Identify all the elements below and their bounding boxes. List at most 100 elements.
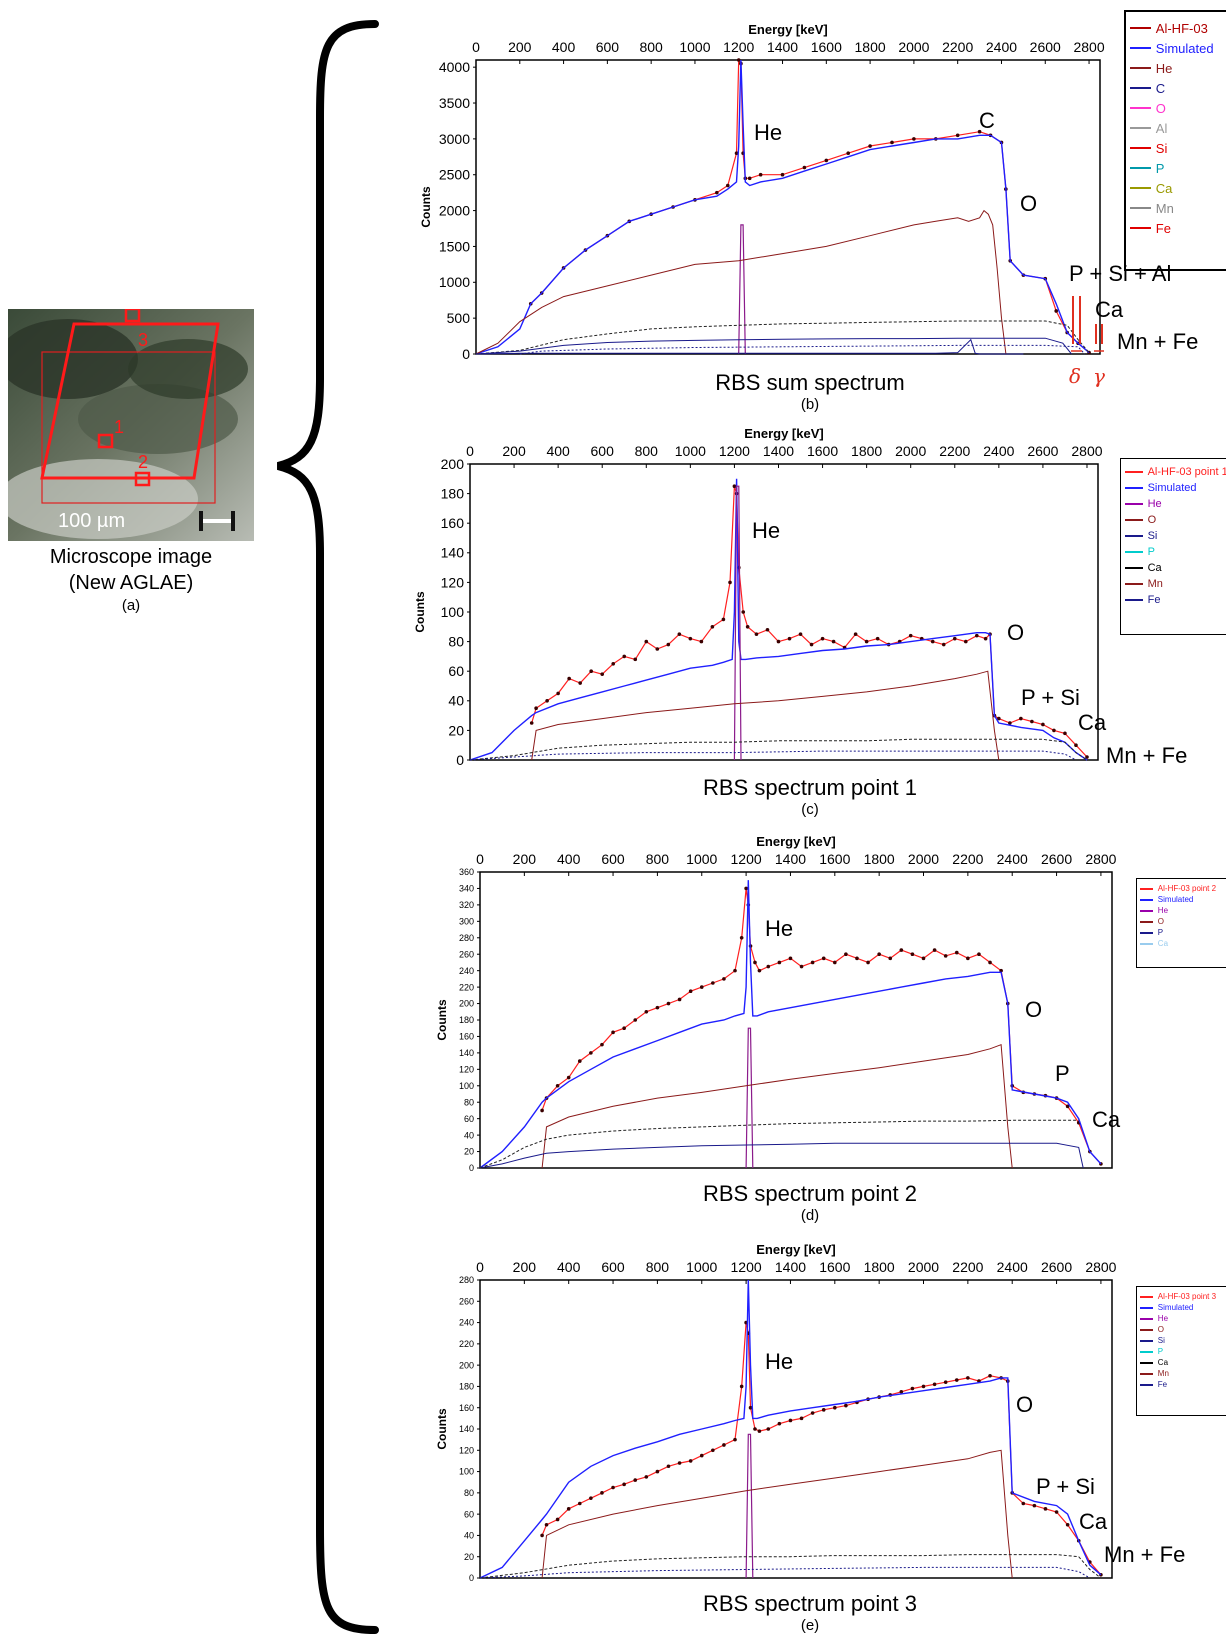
data-point bbox=[753, 960, 757, 965]
data-point bbox=[567, 676, 571, 681]
legend-swatch bbox=[1140, 1383, 1153, 1386]
x-tick-label: 1200 bbox=[723, 39, 754, 55]
x-tick-label: 2400 bbox=[986, 39, 1017, 55]
chart-panel-e: 0 200 400 600 800 1000 1200 1400 1600 1800 2000 220… bbox=[388, 1238, 1226, 1618]
data-point bbox=[644, 639, 649, 644]
x-tick-label: 2000 bbox=[898, 39, 929, 55]
data-point bbox=[963, 639, 968, 644]
data-point bbox=[589, 1496, 593, 1500]
x-tick-label: 2800 bbox=[1085, 851, 1116, 867]
x-tick-label: 1800 bbox=[864, 1259, 895, 1275]
analysis-parallelogram bbox=[40, 322, 220, 480]
y-tick-label: 160 bbox=[459, 1403, 474, 1413]
data-point bbox=[710, 625, 715, 629]
microscope-caption: Microscope image bbox=[49, 546, 213, 568]
legend-label: Mn bbox=[1155, 200, 1174, 216]
series-fe-line bbox=[469, 750, 1077, 761]
legend-item: Ca bbox=[1130, 178, 1226, 198]
x-tick-label: 400 bbox=[546, 443, 570, 459]
x-tick-label: 600 bbox=[591, 443, 615, 459]
marker-label-1: 1 bbox=[114, 417, 124, 437]
data-point bbox=[753, 1427, 757, 1431]
data-point bbox=[748, 1405, 753, 1410]
data-point bbox=[809, 642, 814, 647]
letter-e: (e) bbox=[800, 1617, 820, 1634]
data-point bbox=[744, 886, 748, 891]
y-tick-label: 100 bbox=[441, 604, 465, 620]
data-point bbox=[988, 1373, 992, 1378]
y-tick-label: 1500 bbox=[439, 238, 470, 254]
data-point bbox=[722, 977, 726, 981]
legend-item: Si bbox=[1125, 528, 1226, 544]
data-point bbox=[711, 1448, 715, 1453]
series-he-line bbox=[733, 485, 742, 761]
data-point bbox=[721, 617, 726, 622]
legend-label: He bbox=[1147, 498, 1162, 510]
data-point bbox=[1043, 1507, 1048, 1511]
plot-frame bbox=[475, 59, 1101, 355]
data-point bbox=[577, 1059, 582, 1063]
legend-item: Simulated bbox=[1140, 1302, 1226, 1313]
caption-d: RBS spectrum point 2 bbox=[703, 1181, 917, 1206]
legend-item: Simulated bbox=[1130, 38, 1226, 58]
legend-swatch bbox=[1125, 567, 1143, 569]
data-point bbox=[921, 1384, 926, 1389]
data-point bbox=[757, 1429, 762, 1433]
data-point bbox=[622, 654, 627, 659]
legend-swatch bbox=[1130, 107, 1151, 109]
data-point bbox=[589, 669, 593, 673]
data-point bbox=[734, 151, 739, 156]
legend-label: He bbox=[1157, 906, 1169, 915]
y-tick-label: 80 bbox=[464, 1488, 474, 1498]
y-tick-label: 40 bbox=[464, 1531, 474, 1541]
data-point bbox=[688, 636, 693, 641]
marker-label-3: 3 bbox=[138, 330, 148, 350]
legend-item: He bbox=[1140, 905, 1226, 916]
x-tick-label: 1400 bbox=[767, 39, 798, 55]
legend-swatch bbox=[1140, 1361, 1153, 1364]
y-tick-label: 0 bbox=[462, 346, 470, 362]
legend-label: He bbox=[1157, 1314, 1169, 1323]
label-b-ca: Ca bbox=[1095, 297, 1124, 322]
data-point bbox=[1030, 719, 1034, 724]
legend-label: O bbox=[1157, 1325, 1165, 1334]
data-point bbox=[611, 1485, 615, 1490]
data-point bbox=[622, 1026, 626, 1031]
x-tick-label: 2000 bbox=[908, 851, 939, 867]
legend-label: Ca bbox=[1147, 562, 1162, 574]
data-point bbox=[600, 1491, 604, 1495]
y-tick-label: 0 bbox=[469, 1163, 474, 1173]
label-b-o: O bbox=[1020, 191, 1038, 216]
legend-item: Ca bbox=[1140, 938, 1226, 949]
legend-swatch bbox=[1140, 1306, 1153, 1309]
x-tick-label: 200 bbox=[513, 851, 537, 867]
data-point bbox=[1052, 728, 1056, 733]
curly-brace bbox=[276, 20, 379, 1634]
data-point bbox=[577, 1501, 582, 1506]
y-tick-label: 140 bbox=[441, 545, 465, 561]
legend-swatch bbox=[1140, 931, 1153, 934]
legend-swatch bbox=[1125, 471, 1143, 473]
data-point bbox=[1085, 755, 1089, 759]
data-point bbox=[556, 691, 560, 696]
data-point bbox=[975, 633, 979, 638]
data-point bbox=[666, 642, 671, 647]
legend-swatch bbox=[1130, 187, 1151, 189]
data-point bbox=[765, 627, 770, 632]
legend-item: Fe bbox=[1125, 592, 1226, 608]
marker-box-3 bbox=[124, 309, 141, 323]
series-p-line bbox=[475, 337, 1072, 355]
data-point bbox=[739, 1384, 744, 1389]
chart-e-svg: 0 200 400 600 800 1000 1200 1400 1600 1800 2000 220… bbox=[435, 1242, 1117, 1583]
delta-gamma-markers bbox=[1071, 296, 1104, 352]
data-point bbox=[622, 1482, 626, 1487]
data-point bbox=[754, 632, 759, 636]
legend-swatch bbox=[1130, 167, 1151, 169]
legend-d: Al-HF-03 point 2 Simulated He O P Ca bbox=[1136, 878, 1226, 968]
data-point bbox=[910, 952, 915, 957]
x-tick-label: 0 bbox=[476, 851, 484, 867]
legend-label: Ca bbox=[1157, 1358, 1169, 1367]
data-point bbox=[988, 960, 992, 965]
legend-label: Fe bbox=[1155, 220, 1171, 236]
legend-item: O bbox=[1130, 98, 1226, 118]
